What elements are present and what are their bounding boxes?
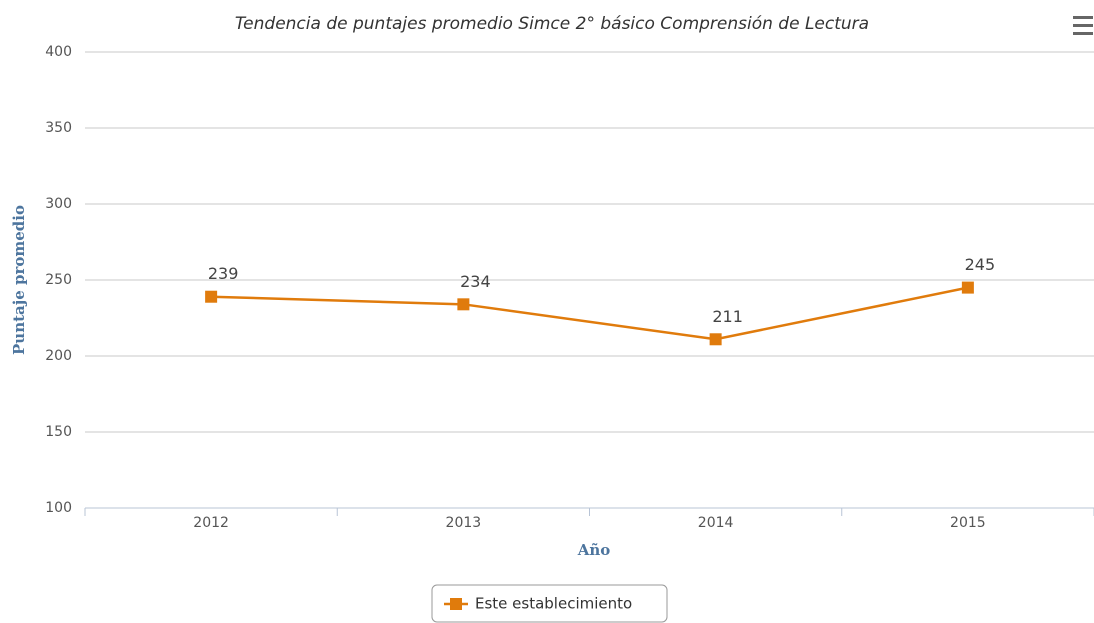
legend-marker bbox=[450, 598, 462, 610]
legend-label[interactable]: Este establecimiento bbox=[475, 595, 632, 613]
x-tick-label: 2014 bbox=[698, 515, 734, 531]
y-tick-label: 400 bbox=[45, 44, 72, 60]
menu-bar bbox=[1073, 24, 1093, 27]
y-tick-label: 150 bbox=[45, 424, 72, 440]
x-tick-label: 2012 bbox=[193, 515, 229, 531]
x-tick-label: 2013 bbox=[446, 515, 482, 531]
y-tick-label: 250 bbox=[45, 272, 72, 288]
point-marker bbox=[961, 281, 974, 294]
x-axis-title: Año bbox=[577, 541, 611, 559]
data-label: 234 bbox=[460, 272, 491, 291]
data-label: 239 bbox=[208, 264, 239, 283]
y-axis-title: Puntaje promedio bbox=[10, 205, 28, 355]
point-marker bbox=[205, 290, 218, 303]
y-tick-label: 300 bbox=[45, 196, 72, 212]
x-tick-label: 2015 bbox=[950, 515, 986, 531]
y-tick-label: 200 bbox=[45, 348, 72, 364]
y-tick-label: 100 bbox=[45, 500, 72, 516]
data-label: 211 bbox=[712, 307, 743, 326]
data-label: 245 bbox=[965, 255, 996, 274]
menu-icon[interactable] bbox=[1073, 16, 1093, 35]
series-line bbox=[211, 286, 969, 341]
menu-bar bbox=[1073, 16, 1093, 19]
menu-bar bbox=[1073, 32, 1093, 35]
chart-title: Tendencia de puntajes promedio Simce 2° … bbox=[235, 14, 869, 34]
y-tick-label: 350 bbox=[45, 120, 72, 136]
point-marker bbox=[457, 298, 470, 311]
point-marker bbox=[709, 333, 722, 346]
legend-box bbox=[431, 584, 668, 623]
